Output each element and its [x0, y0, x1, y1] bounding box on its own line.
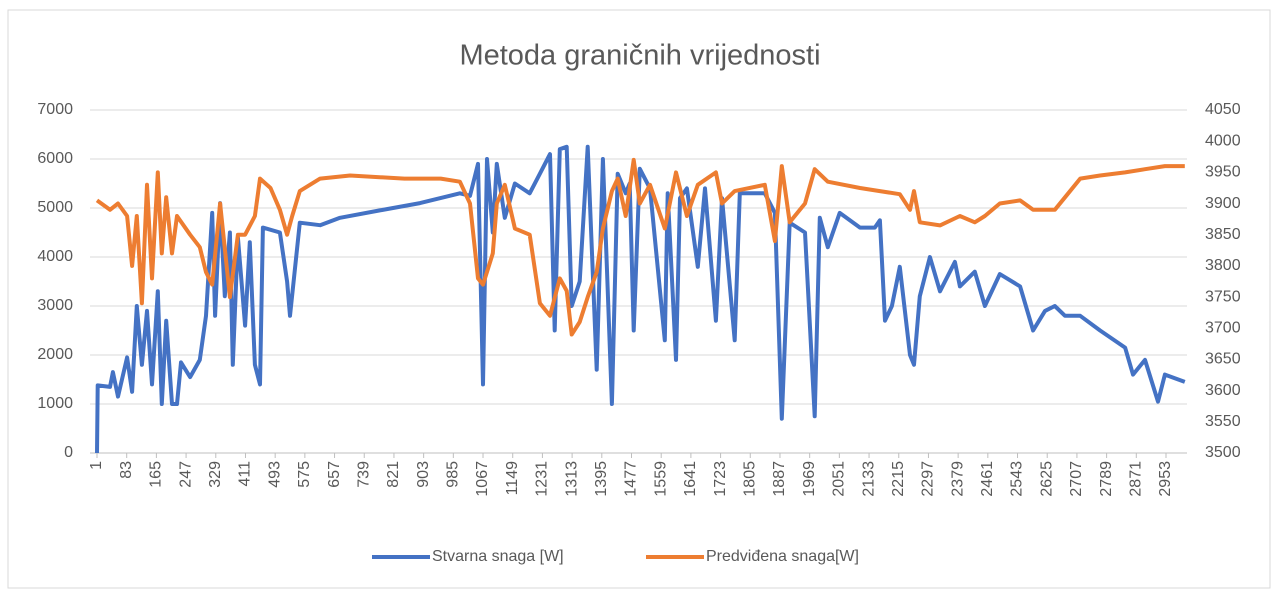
x-tick-label: 493	[266, 461, 283, 488]
y2-tick-label: 3550	[1205, 413, 1241, 430]
series-line	[95, 157, 1185, 337]
x-tick-label: 1	[88, 461, 105, 470]
chart-frame	[7, 9, 1271, 589]
x-tick-label: 1641	[682, 461, 699, 497]
x-tick-label: 2133	[860, 461, 877, 497]
x-tick-label: 575	[296, 461, 313, 488]
x-tick-label: 1231	[534, 461, 551, 497]
x-tick-label: 1887	[771, 461, 788, 497]
x-tick-label: 165	[148, 461, 165, 488]
x-tick-label: 329	[207, 461, 224, 488]
x-tick-label: 2871	[1128, 461, 1145, 497]
y-tick-label: 1000	[37, 395, 73, 412]
x-tick-label: 2953	[1157, 461, 1174, 497]
y-tick-label: 4000	[37, 248, 73, 265]
x-tick-label: 1395	[593, 461, 610, 497]
y2-tick-label: 3800	[1205, 257, 1241, 274]
x-tick-label: 2707	[1068, 461, 1085, 497]
x-tick-label: 411	[237, 461, 254, 487]
chart-title: Metoda graničnih vrijednosti	[459, 40, 820, 72]
x-tick-label: 657	[326, 461, 343, 488]
x-tick-label: 2461	[979, 461, 996, 497]
x-tick-label: 1805	[741, 461, 758, 497]
y-tick-label: 6000	[37, 150, 73, 167]
x-tick-label: 2789	[1098, 461, 1115, 497]
y-tick-label: 3000	[37, 297, 73, 314]
x-tick-label: 985	[445, 461, 462, 488]
x-tick-label: 903	[415, 461, 432, 488]
y2-tick-label: 3600	[1205, 382, 1241, 399]
y2-tick-label: 3950	[1205, 164, 1241, 181]
x-tick-label: 1477	[623, 461, 640, 497]
y2-tick-label: 3850	[1205, 226, 1241, 243]
y-tick-label: 7000	[37, 101, 73, 118]
y-tick-label: 2000	[37, 346, 73, 363]
y2-tick-label: 3900	[1205, 195, 1241, 212]
y-tick-label: 5000	[37, 199, 73, 216]
legend-label: Predviđena snaga[W]	[706, 548, 859, 565]
series-line	[95, 144, 1186, 454]
x-tick-label: 1149	[504, 461, 521, 496]
x-tick-label: 2379	[949, 461, 966, 497]
x-tick-label: 1969	[801, 461, 818, 497]
x-tick-label: 2297	[920, 461, 937, 497]
x-tick-label: 821	[385, 461, 402, 488]
x-tick-label: 1313	[563, 461, 580, 497]
y2-tick-label: 3500	[1205, 444, 1241, 461]
x-tick-label: 1723	[712, 461, 729, 497]
y2-tick-label: 4000	[1205, 132, 1241, 149]
y2-tick-label: 4050	[1205, 101, 1241, 118]
x-tick-label: 2625	[1038, 461, 1055, 497]
y2-tick-label: 3750	[1205, 288, 1241, 305]
y2-tick-label: 3700	[1205, 319, 1241, 336]
x-tick-label: 1559	[652, 461, 669, 497]
x-tick-label: 739	[355, 461, 372, 488]
x-tick-label: 83	[118, 461, 135, 479]
x-tick-label: 2215	[890, 461, 907, 497]
x-tick-label: 2051	[831, 461, 848, 497]
y-tick-label: 0	[64, 444, 73, 461]
legend-label: Stvarna snaga [W]	[432, 548, 564, 565]
y2-tick-label: 3650	[1205, 351, 1241, 368]
x-tick-label: 2543	[1009, 461, 1026, 497]
x-tick-label: 1067	[474, 461, 491, 497]
x-tick-label: 247	[177, 461, 194, 488]
